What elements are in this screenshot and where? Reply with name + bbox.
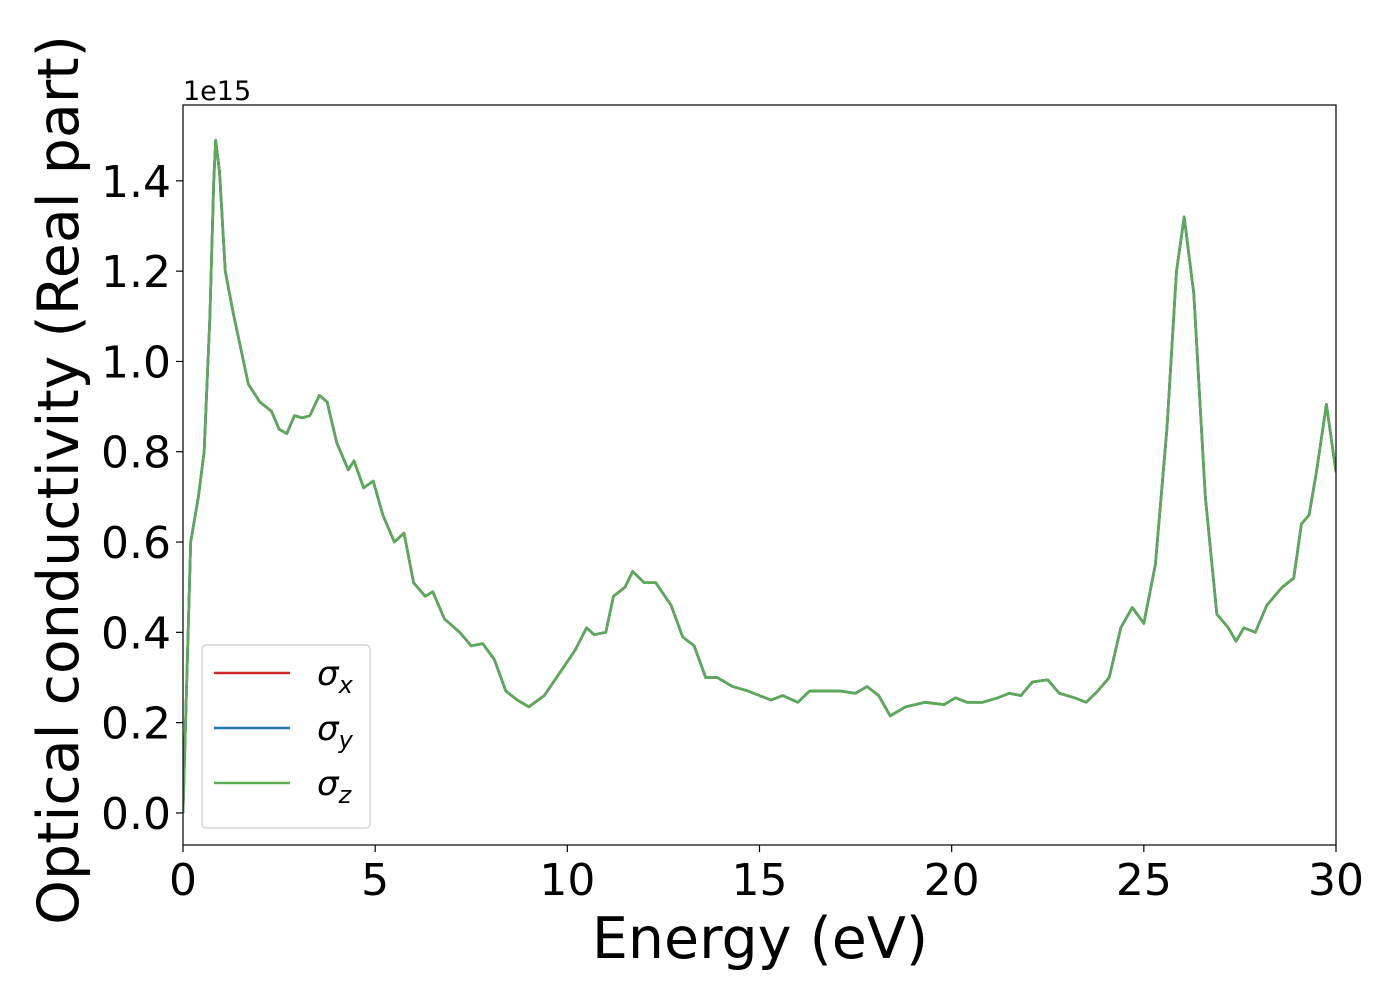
y-tick-label: 0.4 xyxy=(101,608,171,659)
offset-label: 1e15 xyxy=(183,76,251,107)
legend-label: σz xyxy=(317,764,353,809)
y-tick-label: 1.0 xyxy=(101,337,171,388)
x-axis-label: Energy (eV) xyxy=(592,906,928,972)
series-line xyxy=(183,138,1336,813)
y-tick-label: 0.8 xyxy=(101,428,171,479)
x-tick-label: 5 xyxy=(361,855,389,906)
x-tick-label: 10 xyxy=(539,855,595,906)
y-tick-label: 0.2 xyxy=(101,699,171,750)
plot-frame xyxy=(182,104,1337,846)
x-tick-label: 20 xyxy=(924,855,980,906)
legend-label: σx xyxy=(317,654,354,699)
y-axis-label: Optical conductivity (Real part) xyxy=(26,35,92,925)
y-tick-label: 1.2 xyxy=(101,247,171,298)
x-tick-label: 30 xyxy=(1308,855,1364,906)
legend-label: σy xyxy=(317,709,354,754)
x-tick-label: 15 xyxy=(732,855,788,906)
x-tick-label: 25 xyxy=(1116,855,1172,906)
y-tick-label: 1.4 xyxy=(101,157,171,208)
x-tick-label: 0 xyxy=(169,855,197,906)
y-tick-label: 0.6 xyxy=(101,518,171,569)
y-tick-label: 0.0 xyxy=(101,789,171,840)
